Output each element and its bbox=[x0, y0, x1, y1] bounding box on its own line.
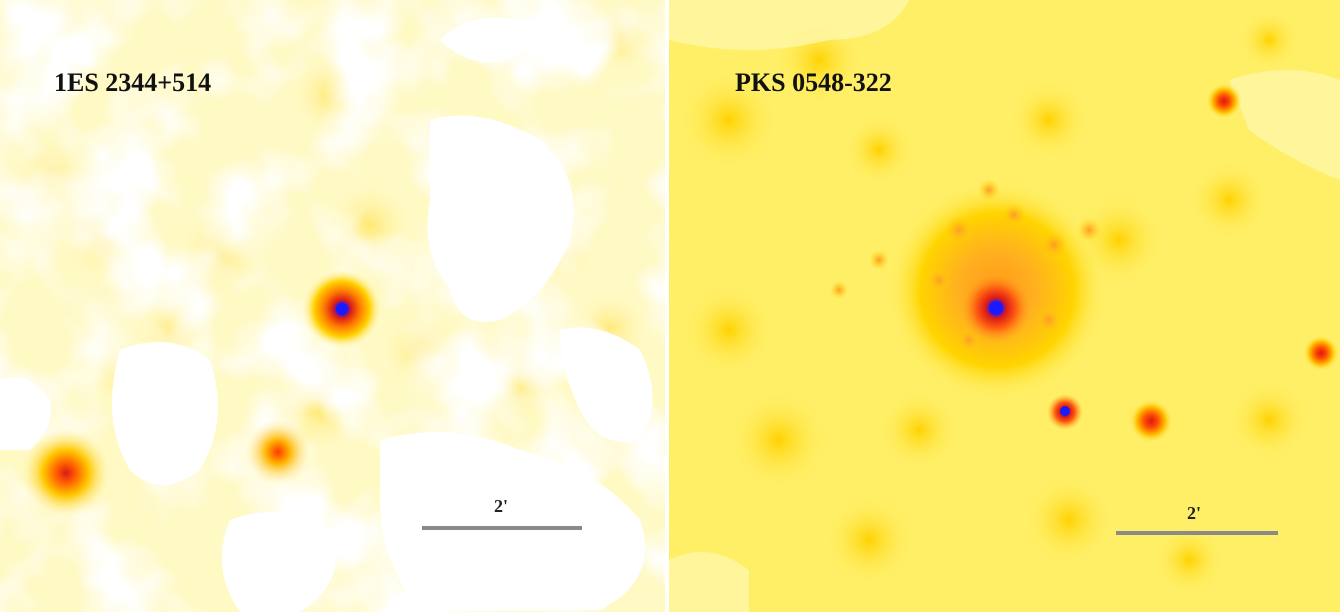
scale-label-right: 2' bbox=[1187, 503, 1202, 523]
target-label-right: PKS 0548-322 bbox=[735, 68, 892, 97]
left-white-patches bbox=[0, 17, 653, 612]
panel-divider bbox=[665, 0, 669, 612]
source-lower-middle bbox=[244, 418, 312, 486]
right-pale-regions bbox=[669, 0, 1340, 612]
scale-bar-right bbox=[1116, 531, 1278, 535]
scale-bar-left bbox=[422, 526, 582, 530]
source-top-right bbox=[1206, 83, 1242, 119]
source-secondary-right-core bbox=[1060, 406, 1070, 416]
right-sources bbox=[960, 83, 1339, 443]
target-label-left: 1ES 2344+514 bbox=[54, 68, 212, 97]
scale-label-left: 2' bbox=[494, 496, 509, 516]
image-panel-left: 1ES 2344+514 2' bbox=[0, 0, 665, 612]
source-edge-right bbox=[1303, 335, 1339, 371]
source-main-right-core bbox=[989, 301, 1003, 315]
right-diffuse-emission bbox=[679, 10, 1309, 595]
halo-clumps bbox=[830, 179, 1101, 352]
source-bottom-left bbox=[20, 427, 112, 519]
image-panel-right: PKS 0548-322 2' bbox=[669, 0, 1340, 612]
xray-field-left bbox=[0, 0, 665, 612]
left-sources bbox=[20, 269, 382, 519]
source-right-lower bbox=[1129, 399, 1173, 443]
xray-field-right bbox=[669, 0, 1340, 612]
source-main-left-core bbox=[336, 303, 348, 315]
